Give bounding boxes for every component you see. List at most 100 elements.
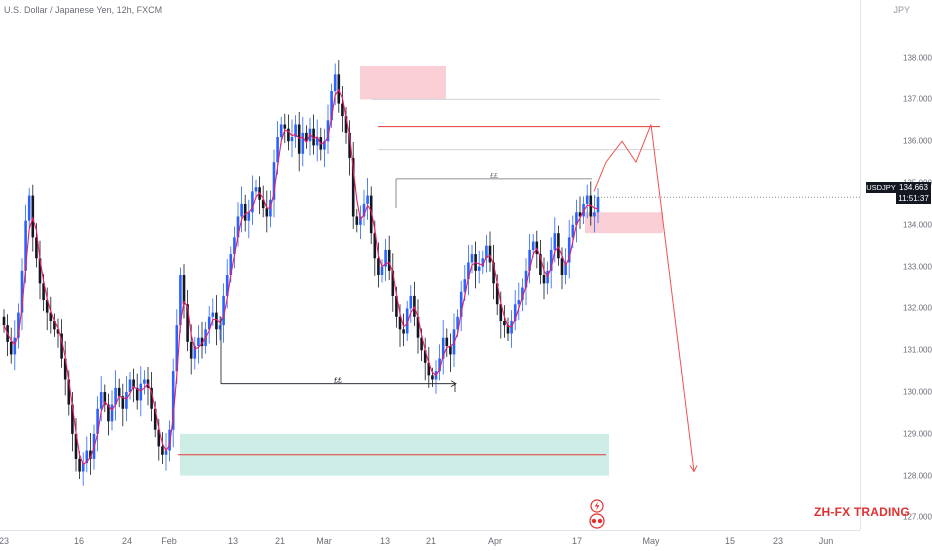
candle: [9, 327, 13, 364]
candle-body: [398, 316, 402, 330]
candle: [377, 242, 380, 288]
candle: [409, 285, 413, 323]
candle: [182, 264, 186, 319]
candle: [589, 181, 593, 226]
upper-measure-annotation: ££: [395, 173, 592, 209]
candle: [384, 239, 387, 281]
time-tick-label: Feb: [161, 536, 177, 546]
price-tick-label: 128.000: [903, 471, 932, 481]
candle-body: [197, 337, 200, 347]
candle-body: [132, 379, 135, 388]
candle: [477, 250, 481, 284]
candle-body: [593, 212, 596, 217]
candle: [107, 393, 110, 436]
candle: [596, 188, 600, 224]
candle-body: [503, 320, 506, 326]
candle-body: [420, 337, 423, 351]
candle-body: [222, 295, 225, 326]
price-tick-label: 137.000: [903, 94, 932, 104]
candle: [20, 258, 24, 331]
candle: [85, 436, 89, 473]
candle: [186, 290, 189, 352]
candle-body: [60, 333, 63, 359]
candle-body: [341, 103, 344, 117]
candle: [60, 319, 63, 368]
candle-body: [265, 208, 269, 217]
candle: [528, 234, 531, 284]
candle: [506, 317, 510, 342]
candle-body: [557, 233, 560, 259]
candle-body: [229, 254, 233, 275]
candle: [283, 113, 287, 143]
candle: [553, 217, 557, 263]
candle: [265, 190, 269, 233]
candle-body: [330, 91, 333, 121]
candle-body: [211, 312, 215, 317]
candle-body: [564, 262, 567, 275]
lightning-icon[interactable]: [590, 499, 604, 513]
candle: [492, 244, 495, 300]
price-tick-label: 134.000: [903, 220, 932, 230]
candle: [38, 240, 42, 300]
candle: [481, 250, 485, 275]
candle: [326, 104, 330, 154]
candle-body: [193, 346, 197, 359]
candle-body: [24, 220, 27, 271]
price-chart[interactable]: ££ ££: [0, 0, 860, 530]
candle: [405, 300, 409, 342]
candle-body: [9, 341, 13, 355]
candle: [567, 219, 571, 279]
candle-body: [423, 350, 427, 363]
candle: [117, 378, 121, 408]
candle: [362, 189, 366, 226]
symbol-label: USDJPY: [866, 182, 896, 193]
candle-body: [391, 270, 395, 296]
candle-body: [575, 212, 578, 225]
time-tick-label: Apr: [487, 536, 503, 546]
price-tick-label: 127.000: [903, 512, 932, 522]
candle-body: [236, 216, 240, 238]
price-axis[interactable]: 127.000 128.000 129.000 130.000 131.000 132.0…: [860, 0, 932, 530]
candle: [207, 305, 211, 344]
time-tick-label: May: [642, 536, 660, 546]
candle-body: [20, 270, 24, 313]
last-price-label: 134.663: [896, 182, 931, 193]
candle-body: [175, 325, 179, 372]
candle-body: [2, 316, 6, 326]
candle: [449, 333, 452, 372]
candle: [251, 175, 254, 225]
candle-body: [121, 396, 125, 409]
candle-body: [13, 337, 17, 355]
candle: [103, 384, 107, 413]
candle-body: [179, 275, 182, 326]
candle: [557, 225, 560, 266]
candle-body: [438, 358, 441, 372]
supply-zone: [585, 212, 663, 234]
projection-path: [593, 124, 695, 472]
candle: [359, 205, 362, 240]
candle-body: [157, 429, 161, 447]
candle-body: [283, 124, 287, 129]
bar-countdown-label: 11:51:37: [896, 193, 931, 204]
candle-body: [585, 195, 589, 204]
time-axis[interactable]: 23 16 24 Feb 13 21 Mar 13 21 Apr 17 May 15 23 Jun: [0, 530, 860, 551]
candle-body: [17, 312, 20, 338]
candle: [323, 128, 326, 168]
supply-zone: [360, 65, 446, 100]
candle-body: [387, 249, 391, 271]
candle: [470, 244, 474, 274]
candle-body: [168, 429, 171, 451]
events-icon[interactable]: [589, 513, 605, 529]
candle-body: [384, 249, 387, 267]
candle-body: [441, 337, 445, 359]
measure-arrow: [450, 380, 457, 388]
time-tick-label: 16: [73, 536, 85, 546]
price-tick-label: 136.000: [903, 136, 932, 146]
candle-body: [380, 266, 384, 275]
time-tick-label: 13: [227, 536, 239, 546]
event-markers[interactable]: [588, 498, 610, 530]
candle: [337, 60, 341, 113]
candle: [150, 371, 153, 422]
candle-body: [290, 137, 294, 142]
candle-body: [373, 233, 377, 259]
